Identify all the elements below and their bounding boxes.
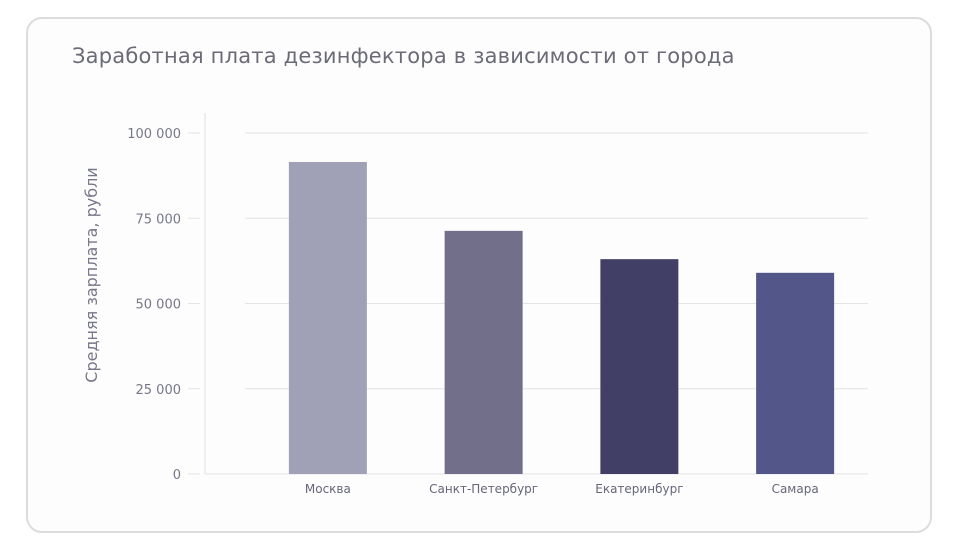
x-tick-label: Санкт-Петербург (429, 482, 538, 496)
x-tick-label: Самара (772, 482, 819, 496)
bar-4 (756, 272, 835, 474)
chart-title: Заработная плата дезинфектора в зависимо… (72, 44, 735, 68)
y-tick-label: 0 (173, 468, 181, 483)
bar-3 (600, 259, 679, 474)
y-tick-label: 100 000 (127, 127, 181, 142)
bar-2 (444, 230, 523, 474)
y-tick-label: 75 000 (136, 212, 182, 227)
y-tick-label: 25 000 (136, 383, 182, 398)
bar-1 (288, 161, 367, 475)
x-tick-label: Екатеринбург (595, 482, 683, 496)
y-axis-label: Средняя зарплата, рубли (82, 167, 101, 382)
x-tick-label: Москва (305, 482, 351, 496)
y-tick-label: 50 000 (136, 298, 182, 313)
